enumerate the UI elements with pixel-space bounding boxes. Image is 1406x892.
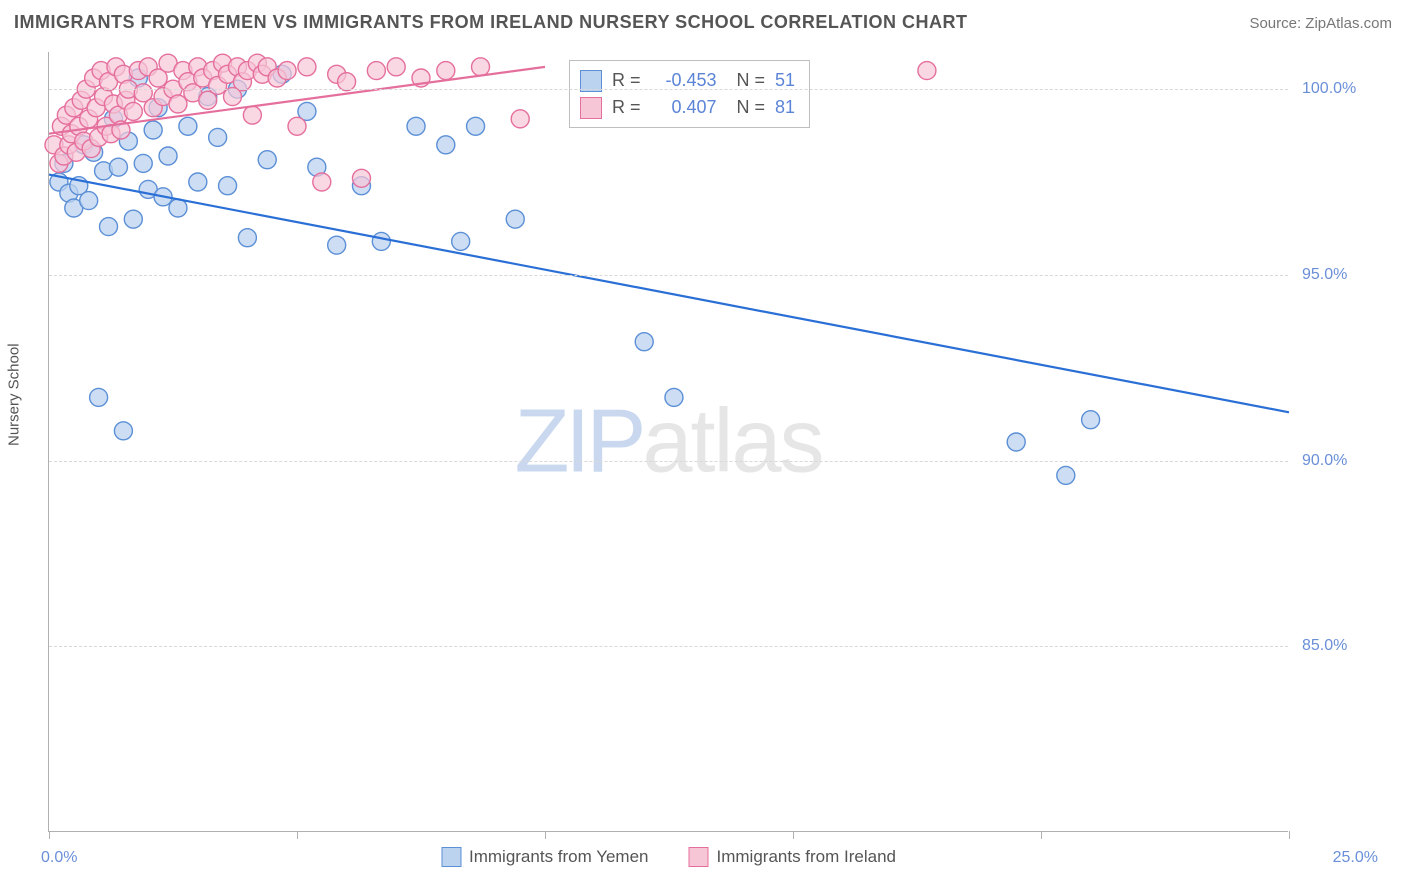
data-point	[90, 388, 108, 406]
y-tick-label: 100.0%	[1302, 80, 1382, 98]
legend-r-value: 0.407	[651, 94, 717, 121]
data-point	[472, 58, 490, 76]
data-point	[189, 173, 207, 191]
x-axis-min-label: 0.0%	[41, 849, 77, 867]
data-point	[1082, 411, 1100, 429]
data-point	[1007, 433, 1025, 451]
data-point	[124, 102, 142, 120]
y-tick-label: 85.0%	[1302, 637, 1382, 655]
plot-area: ZIPatlas R = -0.453 N = 51R = 0.407 N = …	[48, 52, 1288, 832]
data-point	[338, 73, 356, 91]
data-point	[100, 218, 118, 236]
data-point	[387, 58, 405, 76]
data-point	[238, 229, 256, 247]
data-point	[219, 177, 237, 195]
data-point	[467, 117, 485, 135]
data-point	[109, 158, 127, 176]
gridline	[49, 275, 1288, 276]
legend-swatch	[689, 847, 709, 867]
x-tick	[545, 831, 546, 839]
series-legend-item: Immigrants from Yemen	[441, 847, 649, 867]
data-point	[114, 422, 132, 440]
data-point	[635, 333, 653, 351]
data-point	[328, 236, 346, 254]
trend-line	[49, 175, 1289, 413]
data-point	[452, 232, 470, 250]
gridline	[49, 89, 1288, 90]
data-point	[918, 62, 936, 80]
data-point	[298, 58, 316, 76]
y-tick-label: 95.0%	[1302, 266, 1382, 284]
data-point	[665, 388, 683, 406]
data-point	[1057, 466, 1075, 484]
legend-r-label: R =	[612, 94, 641, 121]
data-point	[511, 110, 529, 128]
data-point	[124, 210, 142, 228]
x-tick	[1289, 831, 1290, 839]
data-point	[313, 173, 331, 191]
series-legend: Immigrants from Yemen Immigrants from Ire…	[441, 847, 896, 867]
y-tick-label: 90.0%	[1302, 452, 1382, 470]
data-point	[258, 151, 276, 169]
x-tick	[1041, 831, 1042, 839]
data-point	[372, 232, 390, 250]
data-point	[437, 136, 455, 154]
legend-label: Immigrants from Yemen	[469, 847, 649, 867]
data-point	[437, 62, 455, 80]
data-point	[506, 210, 524, 228]
data-point	[288, 117, 306, 135]
chart-title: IMMIGRANTS FROM YEMEN VS IMMIGRANTS FROM…	[14, 12, 968, 33]
legend-n-label: N =	[727, 94, 766, 121]
legend-swatch	[580, 97, 602, 119]
gridline	[49, 646, 1288, 647]
y-axis-title: Nursery School	[6, 343, 23, 446]
data-point	[169, 95, 187, 113]
data-point	[367, 62, 385, 80]
legend-row: R = 0.407 N = 81	[580, 94, 795, 121]
correlation-legend: R = -0.453 N = 51R = 0.407 N = 81	[569, 60, 810, 128]
data-point	[179, 117, 197, 135]
legend-label: Immigrants from Ireland	[717, 847, 897, 867]
x-axis-max-label: 25.0%	[1333, 849, 1378, 867]
data-point	[169, 199, 187, 217]
data-point	[134, 154, 152, 172]
data-point	[352, 169, 370, 187]
source-label: Source: ZipAtlas.com	[1249, 15, 1392, 32]
x-tick	[297, 831, 298, 839]
data-point	[209, 128, 227, 146]
title-bar: IMMIGRANTS FROM YEMEN VS IMMIGRANTS FROM…	[14, 12, 1392, 33]
data-point	[144, 121, 162, 139]
legend-n-value: 81	[775, 94, 795, 121]
gridline	[49, 461, 1288, 462]
data-point	[80, 192, 98, 210]
series-legend-item: Immigrants from Ireland	[689, 847, 897, 867]
data-point	[407, 117, 425, 135]
data-point	[243, 106, 261, 124]
chart-svg	[49, 52, 1288, 831]
x-tick	[793, 831, 794, 839]
data-point	[159, 147, 177, 165]
x-tick	[49, 831, 50, 839]
legend-swatch	[441, 847, 461, 867]
data-point	[278, 62, 296, 80]
